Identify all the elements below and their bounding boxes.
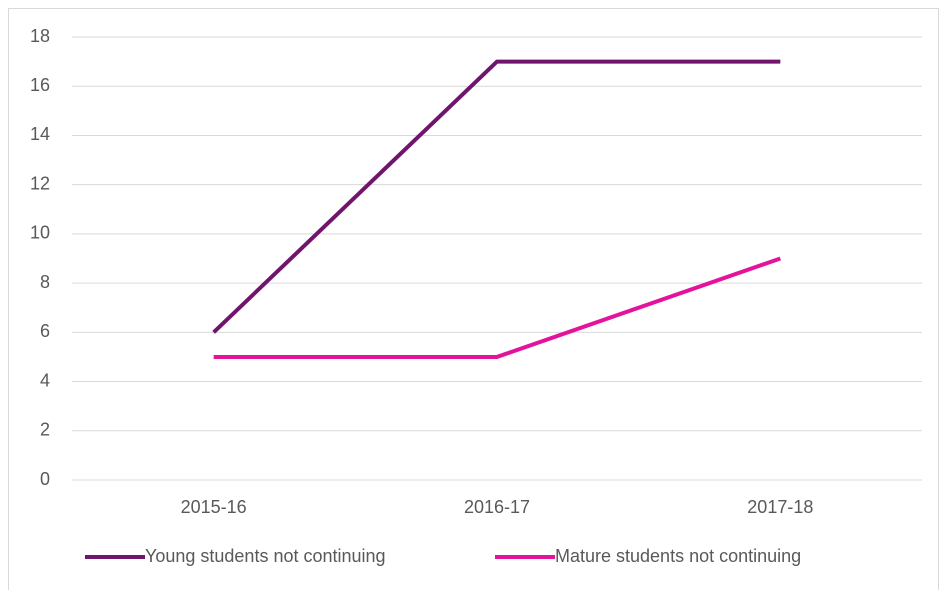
y-tick-label: 10: [30, 223, 50, 243]
legend-label: Mature students not continuing: [555, 546, 801, 566]
y-tick-label: 8: [40, 272, 50, 292]
legend-label: Young students not continuing: [145, 546, 386, 566]
x-tick-label: 2016-17: [464, 497, 530, 517]
y-tick-label: 16: [30, 75, 50, 95]
x-tick-label: 2015-16: [181, 497, 247, 517]
data-line: [213, 256, 781, 359]
y-tick-label: 12: [30, 173, 50, 193]
y-tick-label: 14: [30, 124, 50, 144]
y-tick-label: 4: [40, 370, 50, 390]
y-tick-label: 6: [40, 321, 50, 341]
y-tick-label: 2: [40, 420, 50, 440]
y-tick-label: 18: [30, 26, 50, 46]
y-tick-label: 0: [40, 469, 50, 489]
data-line: [212, 59, 781, 334]
x-tick-label: 2017-18: [747, 497, 813, 517]
